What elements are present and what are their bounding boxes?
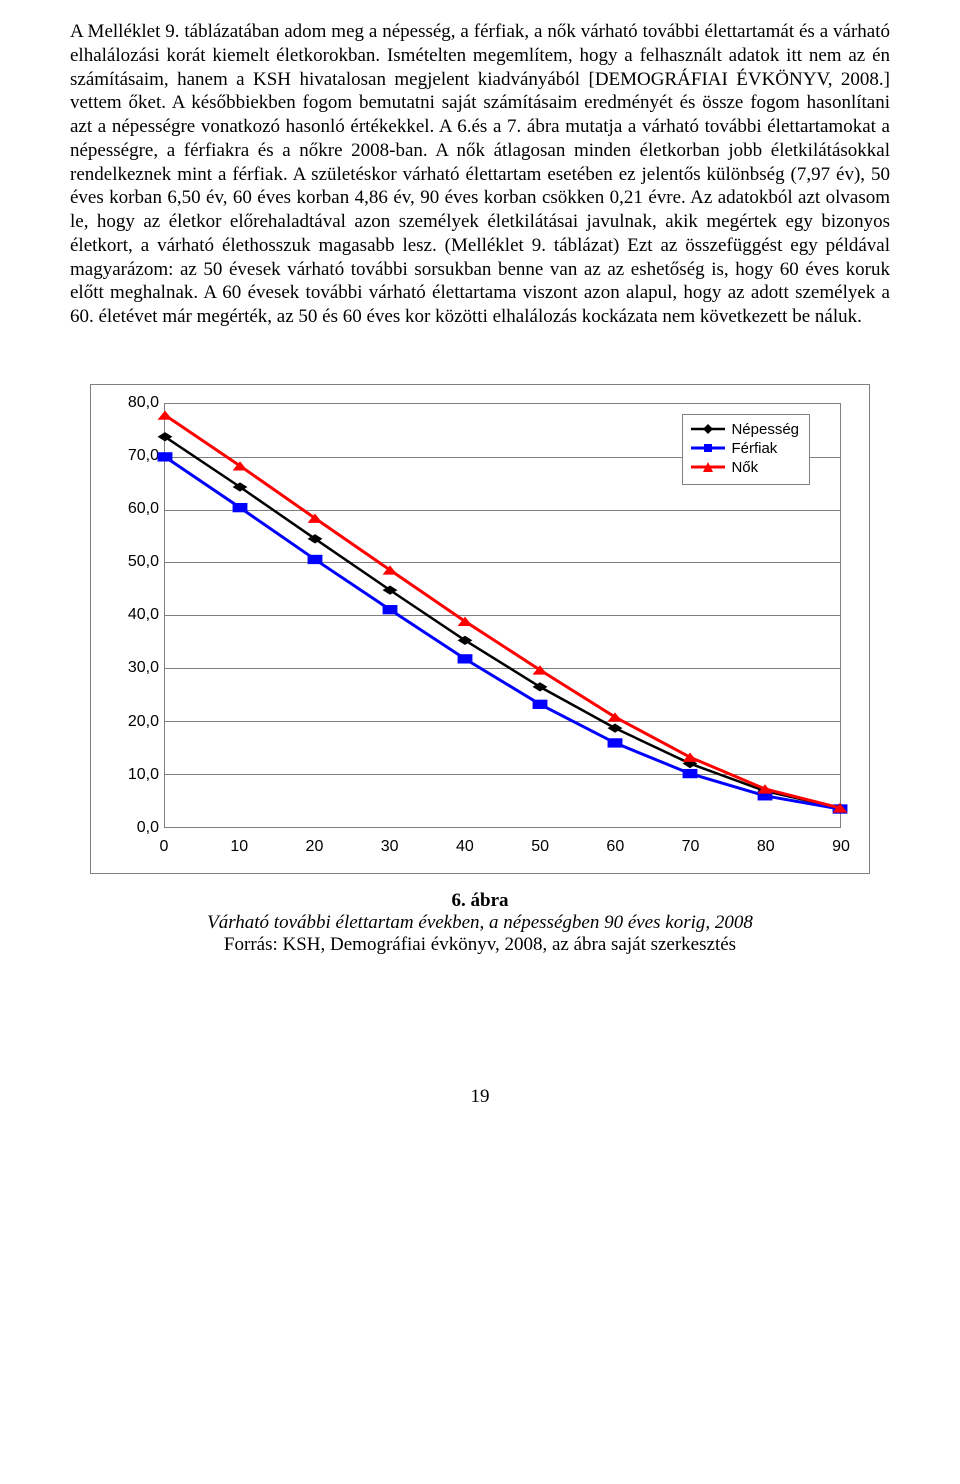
series-marker: [308, 555, 323, 564]
series-marker: [158, 452, 173, 461]
legend-label: Népesség: [731, 421, 799, 438]
legend: Népesség Férfiak Nők: [682, 414, 810, 485]
legend-label: Férfiak: [731, 440, 777, 457]
y-axis-labels: 0,010,020,030,040,050,060,070,080,0: [109, 403, 159, 828]
series-marker: [383, 605, 398, 614]
figure-number: 6. ábra: [70, 890, 890, 912]
x-tick-label: 50: [531, 838, 549, 856]
x-tick-label: 10: [230, 838, 248, 856]
x-tick-label: 40: [456, 838, 474, 856]
x-tick-label: 80: [757, 838, 775, 856]
chart-container: 0,0 10,0 20,0 30,0 40,0 50,0 60,0 70,0 80,0 Népe…: [90, 384, 870, 874]
legend-row: Népesség: [691, 421, 799, 438]
series-line: [165, 437, 840, 808]
y-tick-label: 10,0: [128, 766, 159, 784]
legend-swatch: [691, 441, 725, 455]
chart-inner: 0,010,020,030,040,050,060,070,080,0 Népe…: [109, 403, 851, 863]
y-tick-label: 0,0: [137, 819, 159, 837]
series-marker: [458, 654, 473, 663]
plot-area: Népesség Férfiak Nők: [164, 403, 841, 828]
figure-source: Forrás: KSH, Demográfiai évkönyv, 2008, …: [70, 934, 890, 956]
y-tick-label: 80,0: [128, 394, 159, 412]
figure-caption: 6. ábra Várható további élettartam évekb…: [70, 890, 890, 956]
page: A Melléklet 9. táblázatában adom meg a n…: [0, 0, 960, 1148]
legend-swatch: [691, 422, 725, 436]
y-tick-label: 50,0: [128, 553, 159, 571]
series-marker: [683, 769, 698, 778]
y-tick-label: 20,0: [128, 713, 159, 731]
legend-label: Nők: [731, 459, 758, 476]
series-marker: [608, 738, 623, 747]
y-tick-label: 70,0: [128, 447, 159, 465]
series-marker: [158, 410, 173, 419]
y-tick-label: 60,0: [128, 500, 159, 518]
x-tick-label: 90: [832, 838, 850, 856]
x-tick-label: 30: [381, 838, 399, 856]
x-tick-label: 60: [606, 838, 624, 856]
legend-swatch: [691, 460, 725, 474]
y-tick-label: 30,0: [128, 659, 159, 677]
legend-row: Férfiak: [691, 440, 799, 457]
figure-title: Várható további élettartam években, a né…: [70, 912, 890, 934]
x-tick-label: 70: [682, 838, 700, 856]
body-paragraph: A Melléklet 9. táblázatában adom meg a n…: [70, 20, 890, 329]
series-marker: [533, 699, 548, 708]
page-number: 19: [70, 1086, 890, 1108]
x-tick-label: 20: [306, 838, 324, 856]
x-axis-labels: 0102030405060708090: [164, 833, 841, 863]
legend-row: Nők: [691, 459, 799, 476]
x-tick-label: 0: [160, 838, 169, 856]
series-line: [165, 457, 840, 809]
y-tick-label: 40,0: [128, 606, 159, 624]
series-marker: [233, 503, 248, 512]
